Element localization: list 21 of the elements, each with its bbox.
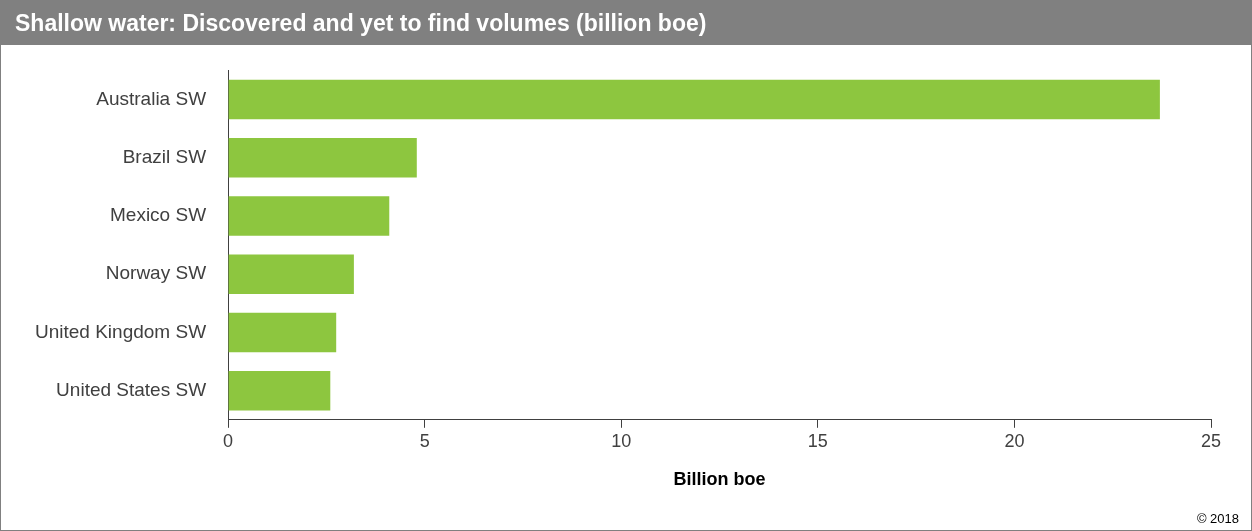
chart-title: Shallow water: Discovered and yet to find volumes (billion boe) <box>1 1 1251 45</box>
bar <box>228 79 1160 120</box>
x-tick-label: 20 <box>1004 430 1025 451</box>
bar <box>228 137 417 178</box>
text: © 2018 <box>1196 511 1239 526</box>
bar <box>228 196 390 236</box>
x-tick-label: 0 <box>223 430 234 451</box>
x-tick-label: 5 <box>419 430 430 451</box>
y-tick-label: Brazil SW <box>122 145 207 167</box>
x-tick-label: 10 <box>611 430 632 451</box>
y-tick-label: United States SW <box>56 378 207 400</box>
y-tick-label: United Kingdom SW <box>35 320 207 342</box>
bar <box>228 254 354 295</box>
x-tick-label: 25 <box>1200 430 1222 451</box>
x-axis-title: Billion boe <box>673 469 766 490</box>
y-tick-label: Norway SW <box>105 262 207 284</box>
y-tick-label: Mexico SW <box>110 204 207 226</box>
bar <box>228 312 337 353</box>
x-tick-label: 15 <box>807 430 828 451</box>
y-tick-label: Australia SW <box>96 87 207 109</box>
bar <box>228 370 331 411</box>
